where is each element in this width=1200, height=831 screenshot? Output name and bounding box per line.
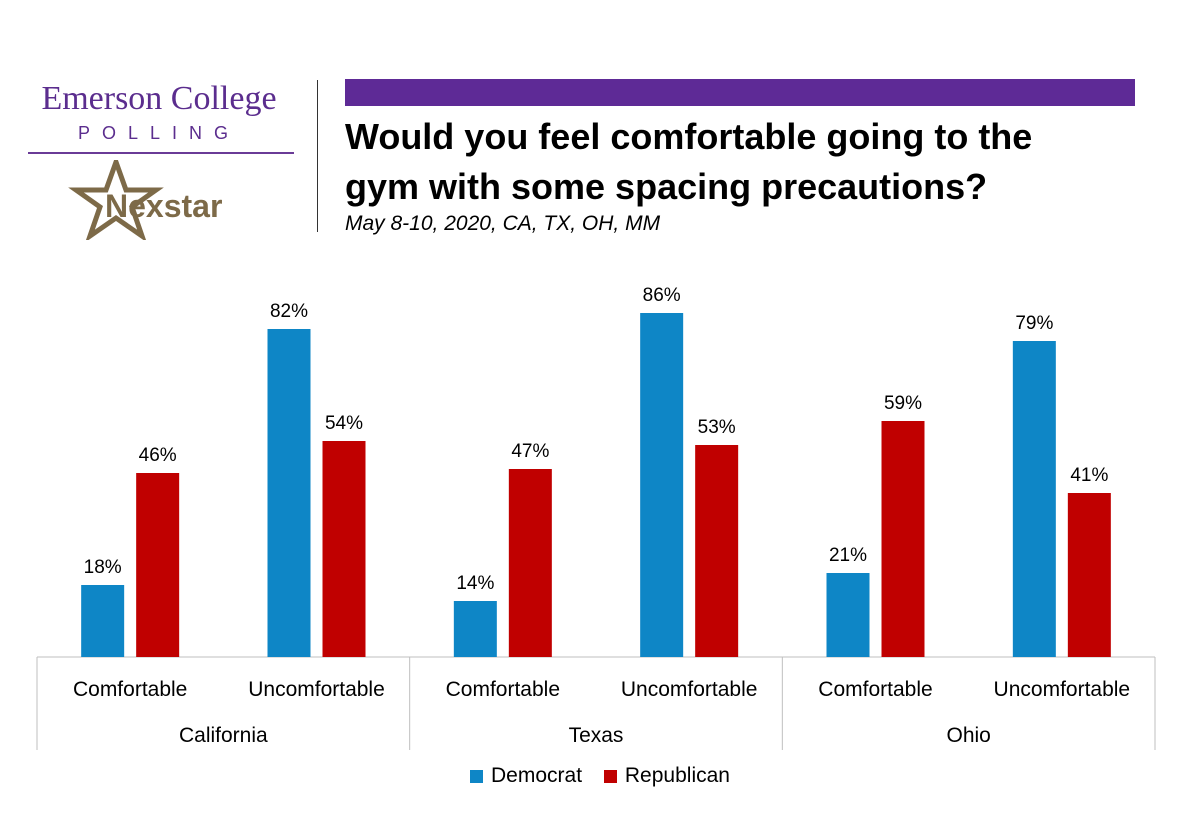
legend-label-democrat: Democrat	[491, 764, 583, 787]
data-label: 53%	[698, 417, 736, 438]
nexstar-logo-text: Nexstar	[105, 188, 223, 224]
bar-democrat-california-comfortable	[81, 585, 125, 657]
data-label: 21%	[829, 545, 867, 566]
group-tick-label: Ohio	[946, 724, 990, 747]
data-label: 82%	[270, 301, 308, 322]
data-label: 41%	[1070, 465, 1108, 486]
category-tick-label: Comfortable	[818, 678, 932, 701]
polling-logo-text: POLLING	[77, 123, 241, 143]
category-tick-label: Comfortable	[446, 678, 560, 701]
chart-title-line-1: Would you feel comfortable going to the	[345, 116, 1033, 157]
emerson-logo-text: Emerson College	[41, 80, 277, 117]
data-label: 18%	[84, 557, 122, 578]
bar-democrat-ohio-uncomfortable	[1012, 341, 1056, 657]
legend-item-republican: Republican	[603, 764, 730, 788]
data-label: 86%	[643, 285, 681, 306]
bar-republican-california-comfortable	[136, 473, 180, 657]
bar-republican-ohio-uncomfortable	[1067, 493, 1111, 657]
data-label: 79%	[1015, 313, 1053, 334]
category-tick-label: Uncomfortable	[621, 678, 758, 701]
title-accent-bar	[345, 79, 1135, 106]
bar-democrat-ohio-comfortable	[826, 573, 870, 657]
bar-democrat-texas-comfortable	[453, 601, 497, 657]
bar-republican-ohio-comfortable	[881, 421, 925, 657]
chart-title-line-2: gym with some spacing precautions?	[345, 166, 988, 207]
category-tick-label: Uncomfortable	[248, 678, 385, 701]
chart-legend: Democrat Republican	[0, 764, 1200, 789]
legend-item-democrat: Democrat	[470, 764, 582, 788]
logo-divider	[28, 152, 294, 154]
data-label: 47%	[511, 441, 549, 462]
data-label: 54%	[325, 413, 363, 434]
nexstar-star-icon	[68, 160, 164, 240]
group-tick-label: Texas	[569, 724, 624, 747]
data-label: 46%	[139, 445, 177, 466]
chart-title: Would you feel comfortable going to the …	[345, 112, 1145, 212]
bar-democrat-california-uncomfortable	[267, 329, 311, 657]
header-divider	[317, 80, 318, 232]
category-tick-label: Uncomfortable	[994, 678, 1131, 701]
chart-subtitle: May 8-10, 2020, CA, TX, OH, MM	[345, 212, 661, 235]
category-tick-label: Comfortable	[73, 678, 187, 701]
bar-republican-california-uncomfortable	[322, 441, 366, 657]
group-tick-label: California	[179, 724, 268, 747]
data-label: 59%	[884, 393, 922, 414]
bar-democrat-texas-uncomfortable	[640, 313, 684, 657]
data-label: 14%	[456, 573, 494, 594]
legend-swatch-democrat	[470, 769, 484, 783]
bar-republican-texas-comfortable	[508, 469, 552, 657]
bar-republican-texas-uncomfortable	[695, 445, 739, 657]
legend-label-republican: Republican	[624, 764, 730, 787]
legend-swatch-republican	[603, 769, 617, 783]
